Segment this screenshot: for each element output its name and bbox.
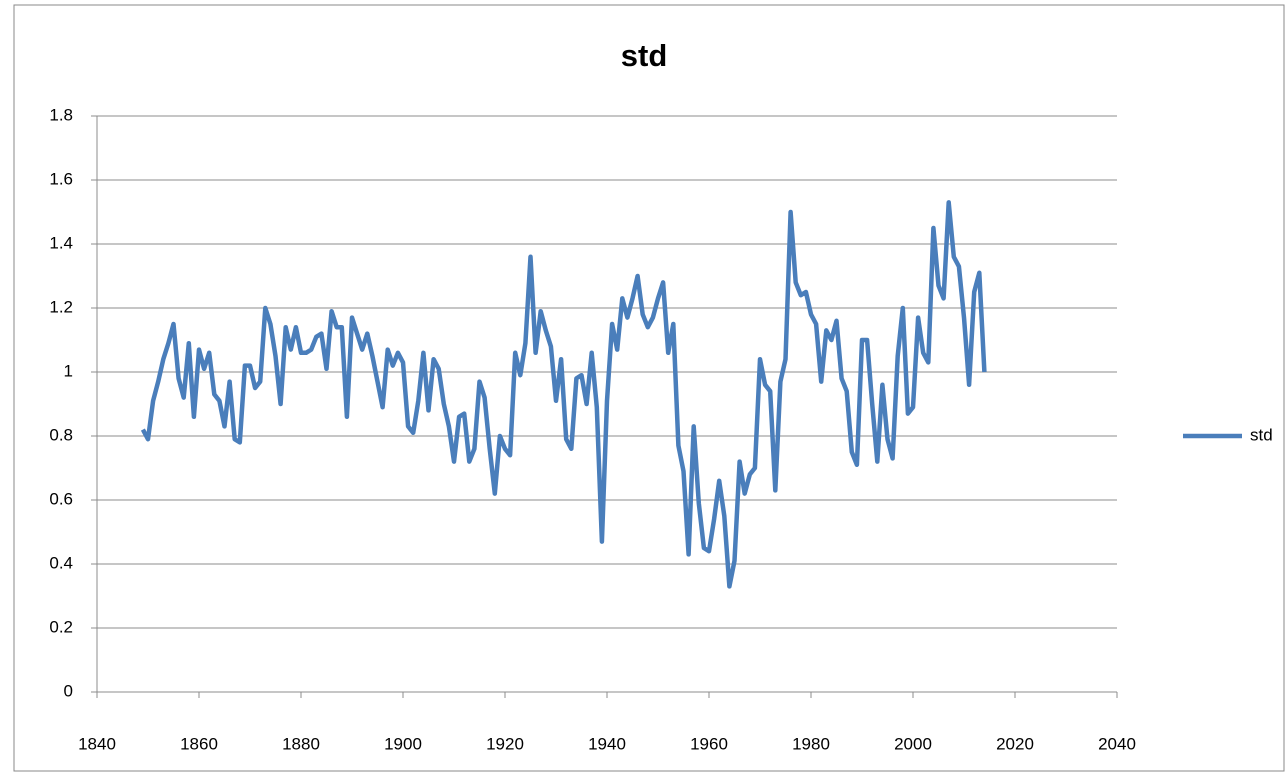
x-tick-label: 1860 [180,734,218,753]
y-tick-label: 0 [64,681,73,700]
x-tick-label: 1980 [792,734,830,753]
line-series [140,200,987,589]
y-tick-label: 1.6 [49,169,73,188]
x-tick-label: 2040 [1098,734,1136,753]
x-tick-label: 1880 [282,734,320,753]
y-tick-label: 0.6 [49,489,73,508]
x-tick-label: 1840 [78,734,116,753]
x-tick-label: 1900 [384,734,422,753]
y-tick-label: 0.4 [49,553,73,572]
chart-title: std [621,38,668,73]
x-tick-label: 1920 [486,734,524,753]
x-tick-label: 2000 [894,734,932,753]
y-tick-label: 1.4 [49,233,73,252]
y-tick-label: 0.2 [49,617,73,636]
x-tick-label: 1940 [588,734,626,753]
y-tick-label: 1 [64,361,73,380]
chart-border [13,4,1285,772]
y-tick-label: 1.8 [49,105,73,124]
y-tick-label: 1.2 [49,297,73,316]
y-tick-label: 0.8 [49,425,73,444]
x-tick-label: 1960 [690,734,728,753]
legend-label: std [1250,425,1273,444]
x-tick-label: 2020 [996,734,1034,753]
